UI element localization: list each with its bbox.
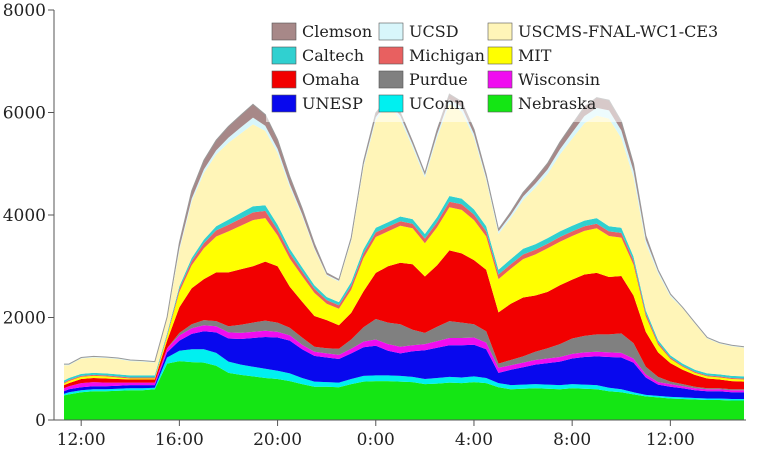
legend-label: Clemson bbox=[302, 22, 372, 41]
x-tick-label: 8:00 bbox=[553, 430, 591, 450]
series-area-purdue bbox=[64, 319, 744, 391]
legend-swatch bbox=[487, 70, 513, 89]
series-area-wisconsin bbox=[64, 325, 744, 393]
legend-label: Wisconsin bbox=[518, 70, 600, 89]
y-tick-label: 6000 bbox=[3, 104, 46, 124]
legend-label: USCMS-FNAL-WC1-CE3 bbox=[518, 22, 718, 41]
series-area-unesp bbox=[64, 331, 744, 399]
legend-item-uconn[interactable]: UConn bbox=[378, 94, 465, 113]
x-tick-label: 12:00 bbox=[646, 430, 695, 450]
legend-swatch bbox=[378, 70, 404, 89]
y-tick-label: 4000 bbox=[3, 206, 46, 226]
legend[interactable]: Clemson UCSD USCMS-FNAL-WC1-CE3 Caltech Mich… bbox=[266, 14, 744, 122]
series-area-omaha bbox=[64, 250, 744, 390]
legend-swatch bbox=[487, 46, 513, 65]
y-tick-label: 0 bbox=[35, 411, 46, 431]
legend-item-nebraska[interactable]: Nebraska bbox=[487, 94, 597, 113]
legend-label: Purdue bbox=[409, 70, 468, 89]
legend-label: Omaha bbox=[302, 70, 360, 89]
legend-item-caltech[interactable]: Caltech bbox=[271, 46, 364, 65]
x-tick-label: 0:00 bbox=[357, 430, 395, 450]
series-area-uconn bbox=[64, 349, 744, 401]
legend-swatch bbox=[378, 46, 404, 65]
legend-item-omaha[interactable]: Omaha bbox=[271, 70, 360, 89]
legend-label: MIT bbox=[518, 46, 552, 65]
legend-label: UNESP bbox=[302, 94, 363, 113]
legend-label: Caltech bbox=[302, 46, 364, 65]
legend-item-uscms-fnal-wc1-ce3[interactable]: USCMS-FNAL-WC1-CE3 bbox=[487, 22, 718, 41]
series-area-nebraska bbox=[64, 361, 744, 420]
legend-item-clemson[interactable]: Clemson bbox=[271, 22, 372, 41]
legend-swatch bbox=[271, 22, 297, 41]
y-tick-label: 8000 bbox=[3, 1, 46, 21]
x-tick-label: 4:00 bbox=[455, 430, 493, 450]
legend-swatch bbox=[487, 94, 513, 113]
series-area-uscms-fnal-wc1-ce3 bbox=[64, 103, 744, 381]
legend-item-purdue[interactable]: Purdue bbox=[378, 70, 468, 89]
x-tick-label: 16:00 bbox=[155, 430, 204, 450]
legend-swatch bbox=[378, 94, 404, 113]
legend-swatch bbox=[271, 94, 297, 113]
legend-label: UConn bbox=[409, 94, 465, 113]
x-tick-label: 12:00 bbox=[57, 430, 106, 450]
legend-item-mit[interactable]: MIT bbox=[487, 46, 552, 65]
legend-item-michigan[interactable]: Michigan bbox=[378, 46, 485, 65]
legend-swatch bbox=[487, 22, 513, 41]
legend-label: UCSD bbox=[409, 22, 459, 41]
legend-item-wisconsin[interactable]: Wisconsin bbox=[487, 70, 600, 89]
legend-item-ucsd[interactable]: UCSD bbox=[378, 22, 459, 41]
legend-swatch bbox=[378, 22, 404, 41]
legend-swatch bbox=[271, 46, 297, 65]
legend-label: Nebraska bbox=[518, 94, 597, 113]
y-tick-label: 2000 bbox=[3, 309, 46, 329]
legend-swatch bbox=[271, 70, 297, 89]
legend-item-unesp[interactable]: UNESP bbox=[271, 94, 363, 113]
axes: 0 2000 4000 6000 8000 12:00 16:00 20:00 0:00 4:00… bbox=[3, 1, 746, 450]
x-tick-label: 20:00 bbox=[253, 430, 302, 450]
series-area-mit bbox=[64, 207, 744, 386]
series-areas bbox=[64, 93, 745, 420]
legend-label: Michigan bbox=[409, 46, 485, 65]
